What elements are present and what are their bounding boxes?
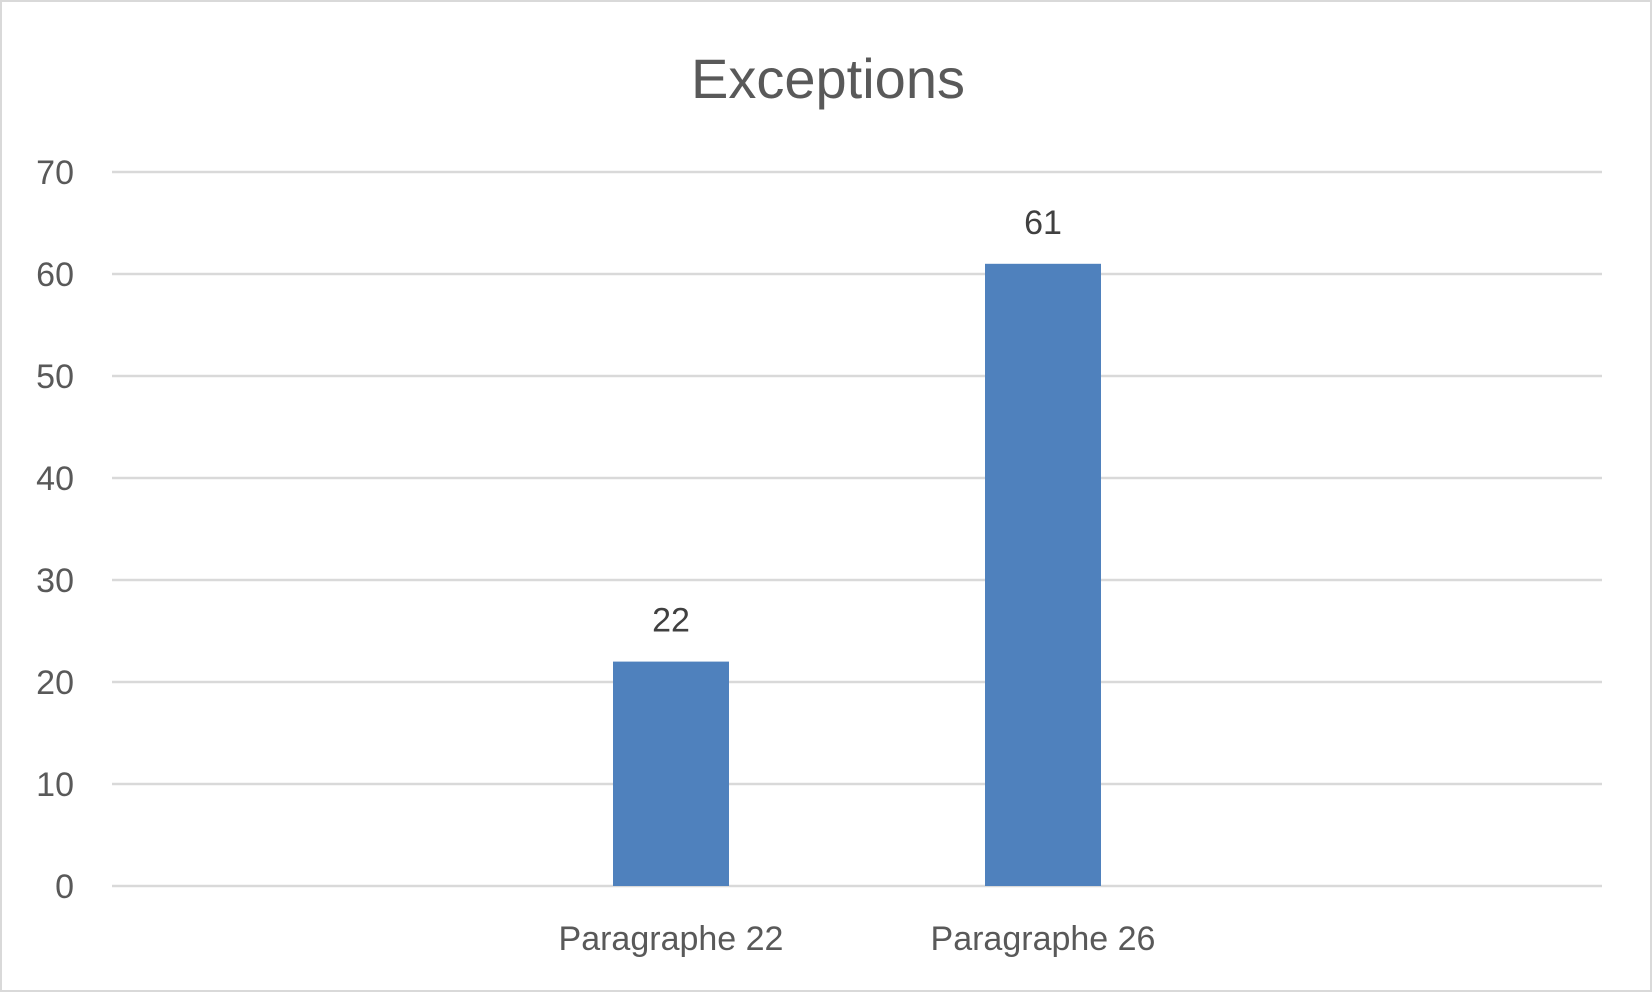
y-tick-label: 30 [36,562,74,600]
chart-title: Exceptions [691,47,965,110]
y-tick-label: 0 [55,868,74,906]
y-tick-label: 70 [36,154,74,192]
x-category-label: Paragraphe 26 [931,920,1156,958]
data-labels: 22 61 [652,204,1062,640]
x-axis-category-labels: Paragraphe 22 Paragraphe 26 [559,920,1156,958]
bar-paragraphe-26 [985,263,1101,886]
y-tick-label: 60 [36,256,74,294]
y-tick-label: 10 [36,766,74,804]
bar-paragraphe-22 [613,661,729,886]
x-category-label: Paragraphe 22 [559,920,784,958]
data-label: 61 [1024,204,1062,242]
data-label: 22 [652,602,690,640]
y-tick-label: 50 [36,358,74,396]
gridlines [112,170,1602,888]
y-tick-label: 40 [36,460,74,498]
bars [613,263,1101,886]
y-axis-tick-labels: 0 10 20 30 40 50 60 70 [36,154,74,906]
y-tick-label: 20 [36,664,74,702]
